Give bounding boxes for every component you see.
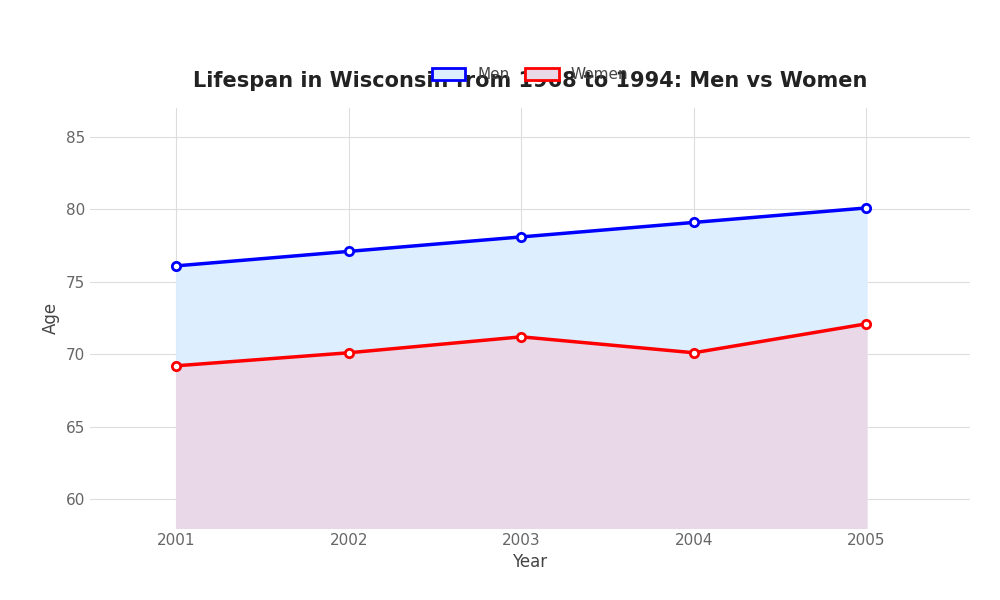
Legend: Men, Women: Men, Women — [425, 61, 635, 88]
Y-axis label: Age: Age — [42, 302, 60, 334]
X-axis label: Year: Year — [512, 553, 548, 571]
Title: Lifespan in Wisconsin from 1968 to 1994: Men vs Women: Lifespan in Wisconsin from 1968 to 1994:… — [193, 71, 867, 91]
